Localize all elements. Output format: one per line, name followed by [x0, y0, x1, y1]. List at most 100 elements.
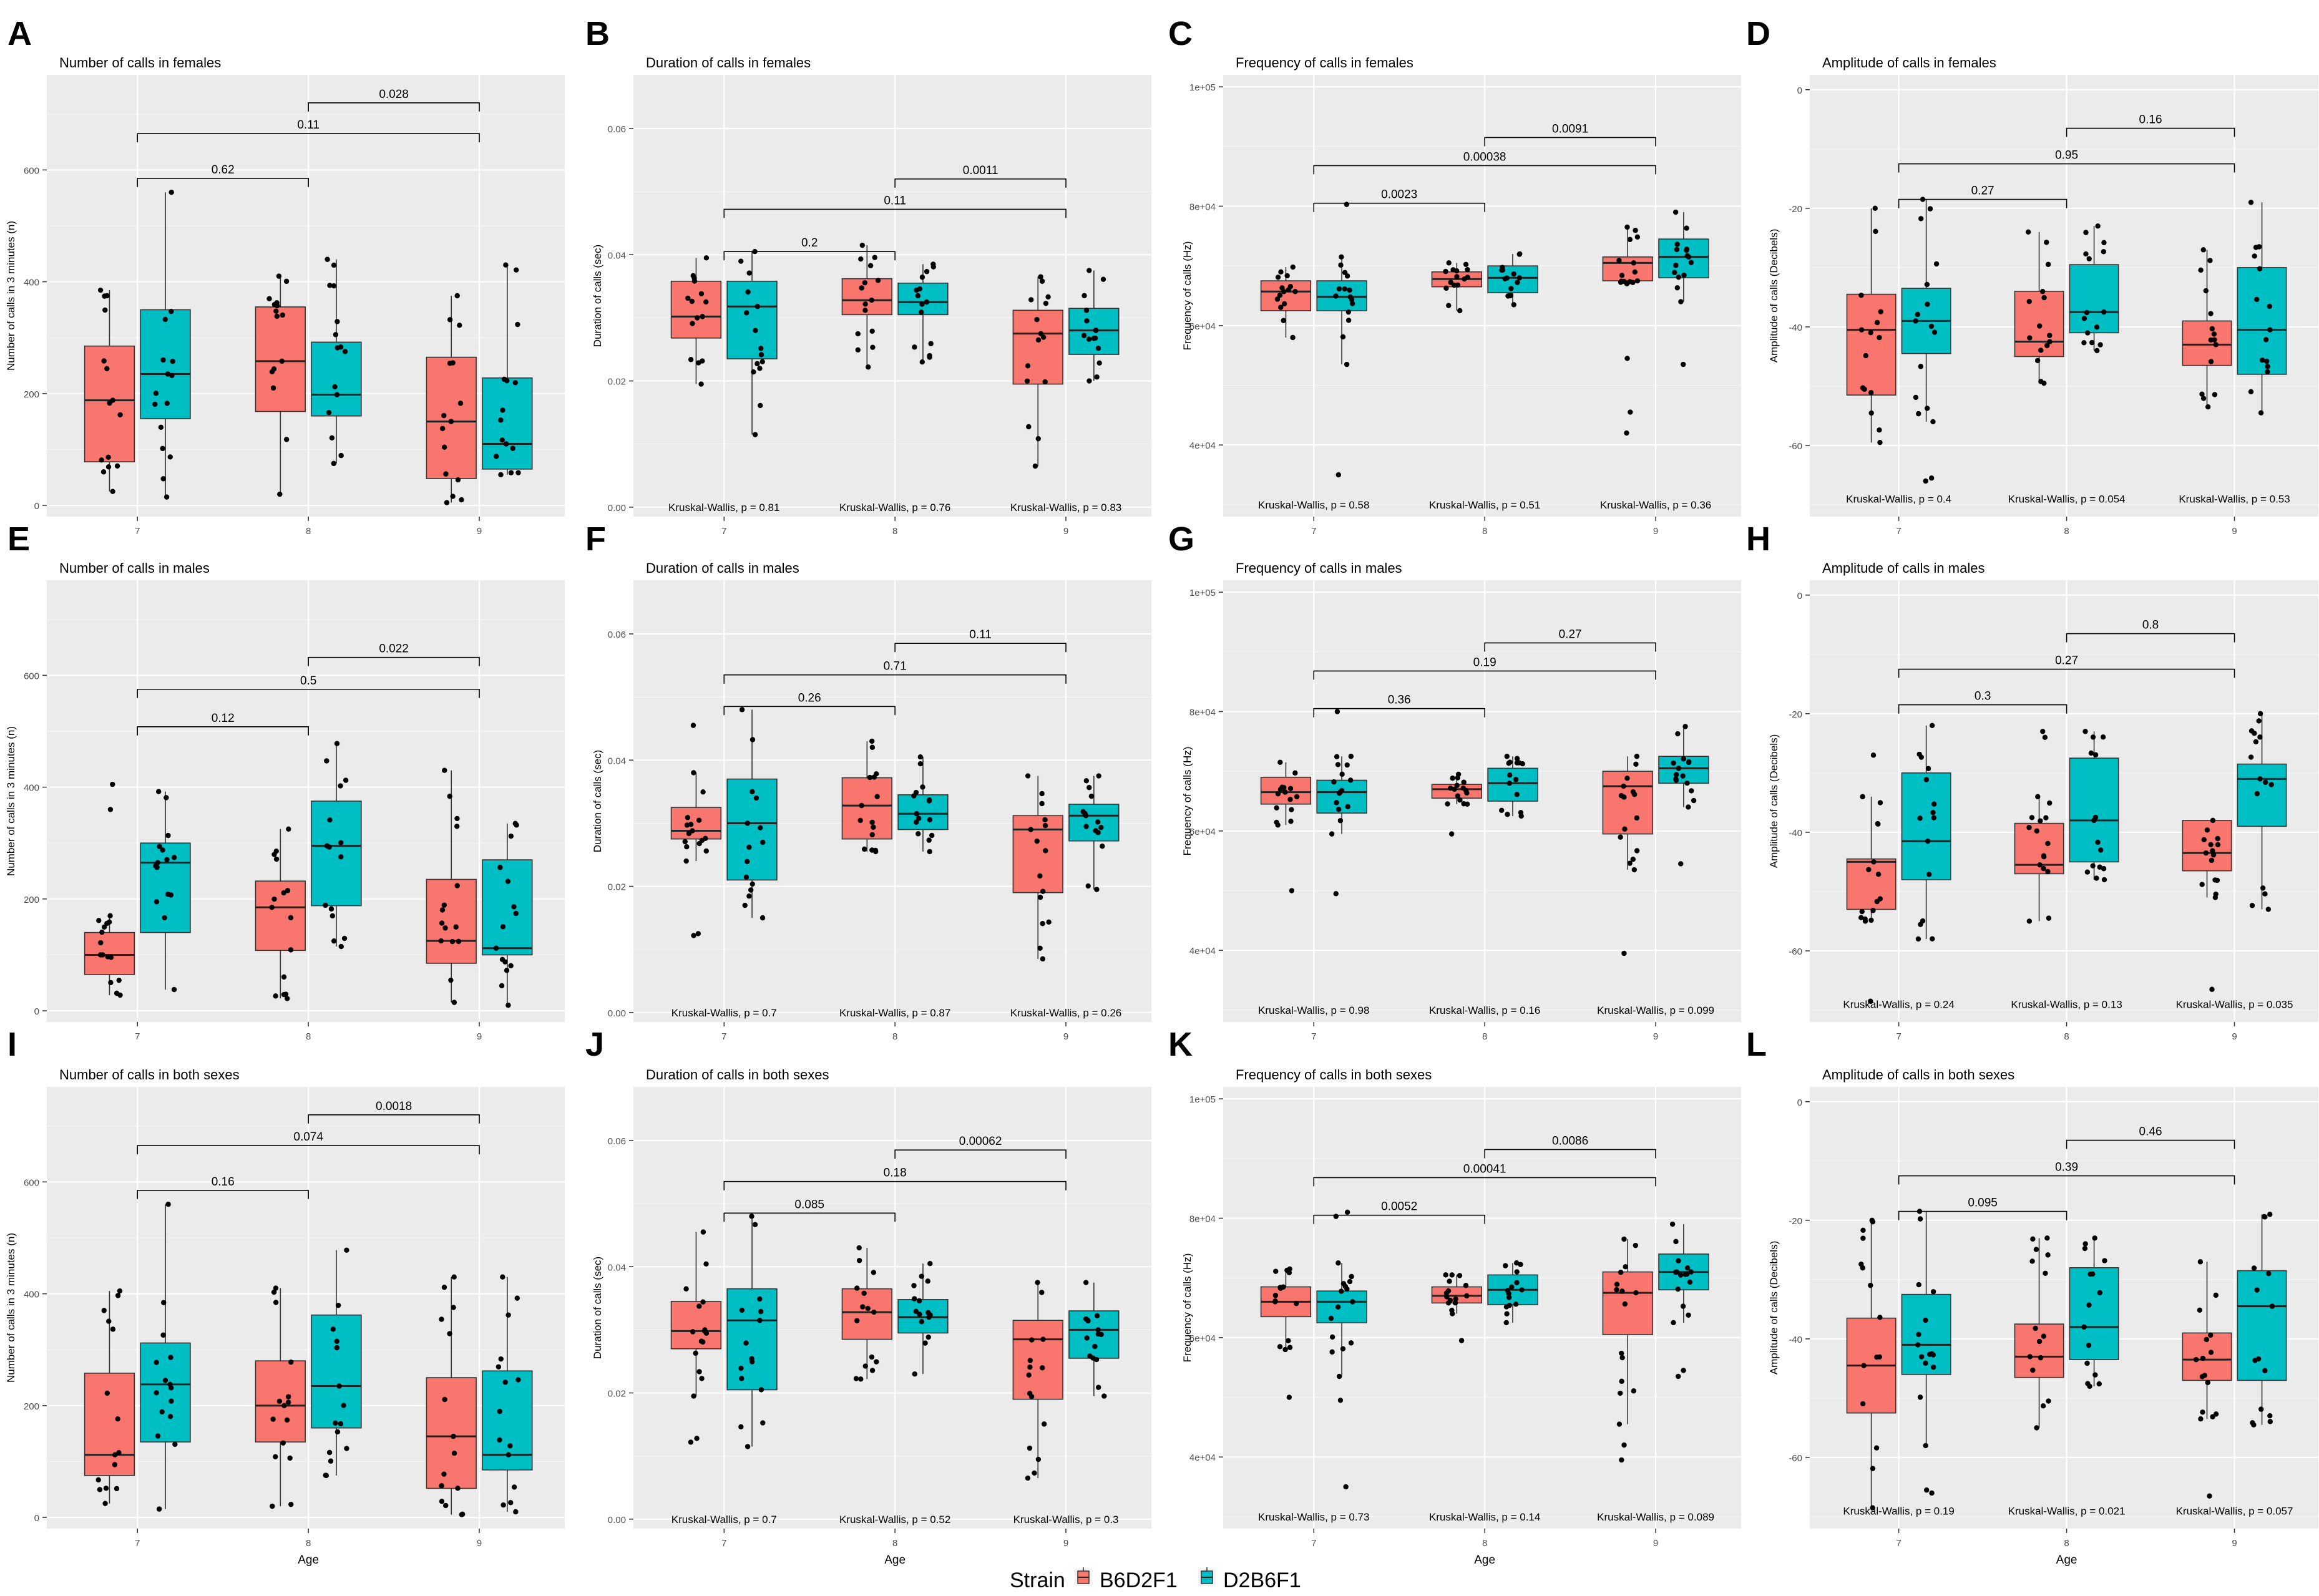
- panel-e: E Number of calls in males 0 200 400 600 7 8 9 Nu…: [5, 520, 565, 1042]
- data-point: [2040, 1403, 2046, 1409]
- data-point: [871, 1270, 877, 1275]
- data-point: [2045, 869, 2051, 875]
- data-point: [1929, 1351, 1935, 1357]
- x-tick-label: 7: [135, 1031, 140, 1042]
- x-tick-label: 8: [1482, 1538, 1487, 1549]
- data-point: [1859, 908, 1865, 915]
- data-point: [919, 275, 925, 280]
- data-point: [1027, 1445, 1033, 1451]
- data-point: [912, 344, 917, 350]
- data-point: [505, 878, 511, 884]
- data-point: [168, 308, 174, 314]
- data-point: [2084, 869, 2091, 875]
- data-point: [98, 940, 104, 946]
- bracket-line: [1313, 202, 1485, 212]
- data-point: [869, 1354, 875, 1360]
- data-point: [2265, 907, 2272, 912]
- data-point: [1043, 848, 1048, 854]
- box-b6d2f1-age-8: [2014, 229, 2064, 386]
- x-axis-label: Age: [884, 1554, 906, 1567]
- data-point: [441, 1471, 447, 1477]
- data-point: [927, 354, 932, 360]
- data-point: [1093, 1356, 1100, 1363]
- data-point-outlier: [2040, 729, 2046, 734]
- data-point: [700, 789, 706, 795]
- box-iqr: [1602, 1271, 1653, 1335]
- data-point: [703, 835, 708, 841]
- data-point: [2082, 1245, 2088, 1252]
- data-point: [1634, 815, 1640, 821]
- data-point-outlier: [110, 781, 115, 787]
- data-point: [160, 445, 165, 452]
- data-point: [2203, 850, 2209, 856]
- box-b6d2f1-age-9: [1602, 1236, 1653, 1463]
- data-point: [283, 437, 290, 442]
- bracket-line: [1484, 642, 1656, 652]
- data-point: [1691, 797, 1697, 804]
- data-point: [1083, 1280, 1089, 1285]
- data-point: [171, 986, 177, 993]
- y-tick-label: 8e+04: [1189, 202, 1216, 212]
- data-point-outlier: [1344, 1209, 1350, 1215]
- data-point: [1519, 1287, 1525, 1293]
- data-point: [112, 1462, 118, 1467]
- data-point: [1272, 1298, 1278, 1304]
- data-point: [1281, 301, 1287, 307]
- data-point: [1096, 773, 1101, 779]
- data-point: [2208, 359, 2214, 364]
- data-point: [1039, 791, 1045, 797]
- y-tick-label: -40: [1789, 1335, 1802, 1345]
- data-point: [869, 297, 874, 303]
- data-point: [2267, 327, 2273, 333]
- data-point: [162, 1378, 168, 1383]
- data-point: [285, 1399, 291, 1405]
- data-point: [2209, 326, 2215, 332]
- data-point: [751, 369, 756, 375]
- data-point: [1083, 824, 1089, 829]
- data-point: [758, 346, 764, 351]
- comparison-p-value: 0.0011: [963, 164, 998, 177]
- data-point: [2266, 1271, 2272, 1277]
- data-point-outlier: [1448, 831, 1455, 837]
- comparison-bracket: 0.39: [1898, 1161, 2235, 1185]
- data-point: [691, 1393, 696, 1399]
- data-point: [500, 924, 506, 930]
- data-point: [1085, 883, 1091, 889]
- data-point: [287, 1455, 293, 1461]
- comparison-bracket: 0.11: [894, 628, 1067, 653]
- data-point: [1634, 848, 1640, 854]
- data-point-outlier: [1333, 891, 1339, 897]
- data-point: [2085, 1381, 2091, 1386]
- comparison-bracket: 0.028: [308, 88, 480, 112]
- data-point: [1454, 782, 1460, 788]
- bracket-line: [1898, 704, 2068, 714]
- data-point: [1455, 793, 1461, 799]
- box-iqr: [482, 859, 533, 956]
- data-point: [444, 500, 450, 505]
- data-point: [459, 497, 464, 503]
- data-point: [164, 401, 170, 406]
- data-point: [1040, 888, 1046, 894]
- y-tick-label: 0.06: [608, 630, 626, 640]
- data-point: [1039, 1290, 1045, 1295]
- box-b6d2f1-age-9: [2182, 247, 2232, 410]
- data-point: [326, 1449, 333, 1456]
- data-point: [2248, 728, 2255, 734]
- data-point: [2101, 309, 2107, 315]
- data-point: [1860, 1235, 1866, 1241]
- data-point: [1505, 1288, 1511, 1293]
- data-point: [2265, 369, 2270, 375]
- data-point: [1631, 867, 1638, 873]
- data-point: [508, 963, 514, 968]
- data-point: [1877, 440, 1883, 445]
- data-point: [869, 832, 875, 838]
- data-point: [2193, 1356, 2199, 1363]
- data-point: [334, 1338, 340, 1345]
- data-point: [1279, 784, 1285, 791]
- box-d2b6f1-age-8: [311, 741, 362, 950]
- data-point-outlier: [691, 933, 696, 938]
- data-point: [1633, 1290, 1639, 1296]
- data-point: [1860, 794, 1865, 800]
- data-point: [1917, 1216, 1923, 1222]
- data-point: [1084, 1335, 1090, 1341]
